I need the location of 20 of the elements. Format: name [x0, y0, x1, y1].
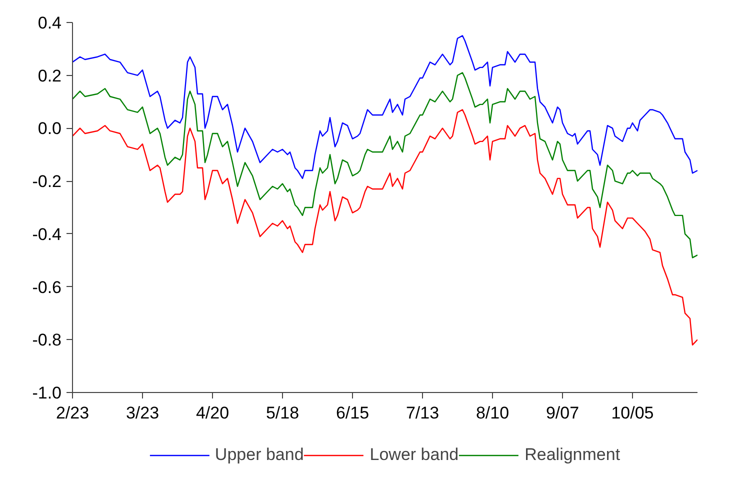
legend-label: Realignment — [524, 445, 620, 465]
y-tick-label: 0.0 — [38, 119, 62, 138]
y-tick-label: -1.0 — [32, 384, 62, 402]
y-tick-label: 0.2 — [38, 66, 62, 86]
y-tick-label: -0.2 — [32, 172, 62, 192]
x-tick-label: 7/13 — [406, 404, 440, 422]
y-tick-label: -0.8 — [32, 330, 62, 350]
x-tick-label: 8/10 — [476, 404, 510, 422]
x-tick-label: 4/20 — [196, 404, 230, 422]
x-tick-label: 10/05 — [611, 404, 654, 422]
legend-label: Upper band — [214, 445, 304, 465]
x-tick-label: 3/23 — [126, 404, 160, 422]
x-tick-label: 9/07 — [546, 404, 580, 422]
x-tick-label: 2/23 — [56, 404, 90, 422]
x-tick-label: 6/15 — [336, 404, 370, 422]
y-tick-label: -0.6 — [32, 278, 62, 297]
y-tick-label: -0.4 — [32, 224, 62, 244]
x-tick-label: 5/18 — [266, 404, 300, 422]
y-tick-label: 0.4 — [38, 14, 62, 32]
legend-label: Lower band — [370, 445, 459, 465]
